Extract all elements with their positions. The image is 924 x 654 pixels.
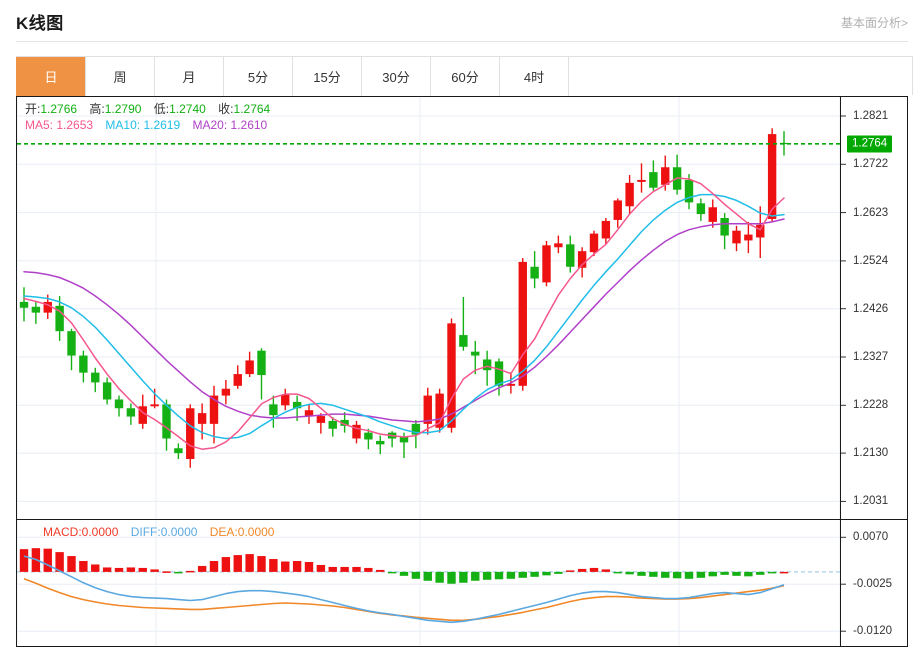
close-label: 收: xyxy=(218,102,234,116)
tab-60min[interactable]: 60分 xyxy=(430,57,499,96)
macd-axis-separator xyxy=(840,520,841,646)
ma-row: MA5: 1.2653 MA10: 1.2619 MA20: 1.2610 xyxy=(25,117,279,133)
high-label: 高: xyxy=(89,102,105,116)
fundamental-analysis-link[interactable]: 基本面分析> xyxy=(840,16,908,30)
open-label: 开: xyxy=(25,102,41,116)
tabbar-filler xyxy=(568,57,912,96)
dea-value: 0.0000 xyxy=(237,525,275,539)
high-value: 1.2790 xyxy=(104,102,142,116)
macd-tick: 0.0070 xyxy=(853,531,889,544)
ma20-label: MA20: xyxy=(192,118,228,132)
tab-month[interactable]: 月 xyxy=(154,57,223,96)
tab-15min[interactable]: 15分 xyxy=(292,57,361,96)
macd-value: 0.0000 xyxy=(81,525,119,539)
macd-legend: MACD:0.0000 DIFF:0.0000 DEA:0.0000 xyxy=(43,525,283,539)
header-divider xyxy=(16,41,908,42)
macd-panel[interactable]: MACD:0.0000 DIFF:0.0000 DEA:0.0000 0.007… xyxy=(17,520,907,646)
page-title: K线图 xyxy=(16,14,64,33)
price-tick: 1.2623 xyxy=(853,206,889,219)
tab-day[interactable]: 日 xyxy=(16,57,85,96)
ma5-value: 1.2653 xyxy=(56,118,94,132)
macd-label: MACD: xyxy=(43,525,82,539)
price-tick: 1.2426 xyxy=(853,302,889,315)
macd-tick: -0.0120 xyxy=(853,625,893,638)
macd-tick: -0.0025 xyxy=(853,578,893,591)
low-label: 低: xyxy=(153,102,170,116)
current-price-badge: 1.2764 xyxy=(847,135,893,153)
chart-frame: 开:1.2766 高:1.2790 低:1.2740 收:1.2764 MA5:… xyxy=(16,96,908,647)
page-header: K线图 基本面分析> xyxy=(0,0,924,40)
tab-5min[interactable]: 5分 xyxy=(223,57,292,96)
ma5-label: MA5: xyxy=(25,118,54,132)
timeframe-tabbar: 日 周 月 5分 15分 30分 60分 4时 xyxy=(16,56,913,96)
candlestick-panel[interactable]: 开:1.2766 高:1.2790 低:1.2740 收:1.2764 MA5:… xyxy=(17,97,907,519)
price-tick: 1.2821 xyxy=(853,110,889,122)
ma10-value: 1.2619 xyxy=(143,118,181,132)
panel-divider xyxy=(17,519,907,520)
ma20-value: 1.2610 xyxy=(230,118,268,132)
dea-label: DEA: xyxy=(209,525,238,539)
diff-label: DIFF: xyxy=(130,525,161,539)
price-tick: 1.2722 xyxy=(853,158,889,171)
candlestick-svg xyxy=(17,97,846,519)
low-value: 1.2740 xyxy=(169,102,206,116)
tab-week[interactable]: 周 xyxy=(85,57,154,96)
price-tick: 1.2130 xyxy=(853,447,889,460)
diff-value: 0.0000 xyxy=(160,525,198,539)
close-value: 1.2764 xyxy=(233,102,271,116)
tab-4hour[interactable]: 4时 xyxy=(499,57,568,96)
macd-svg xyxy=(17,520,846,646)
price-tick: 1.2327 xyxy=(853,351,889,363)
price-tick: 1.2228 xyxy=(853,399,889,412)
ohlc-row: 开:1.2766 高:1.2790 低:1.2740 收:1.2764 xyxy=(25,101,279,117)
tab-30min[interactable]: 30分 xyxy=(361,57,430,96)
price-tick: 1.2031 xyxy=(853,495,889,508)
ma10-label: MA10: xyxy=(105,118,141,132)
price-tick: 1.2524 xyxy=(853,254,889,267)
open-value: 1.2766 xyxy=(40,102,78,116)
ohlc-legend: 开:1.2766 高:1.2790 低:1.2740 收:1.2764 MA5:… xyxy=(25,101,279,133)
price-axis-separator xyxy=(840,97,841,519)
